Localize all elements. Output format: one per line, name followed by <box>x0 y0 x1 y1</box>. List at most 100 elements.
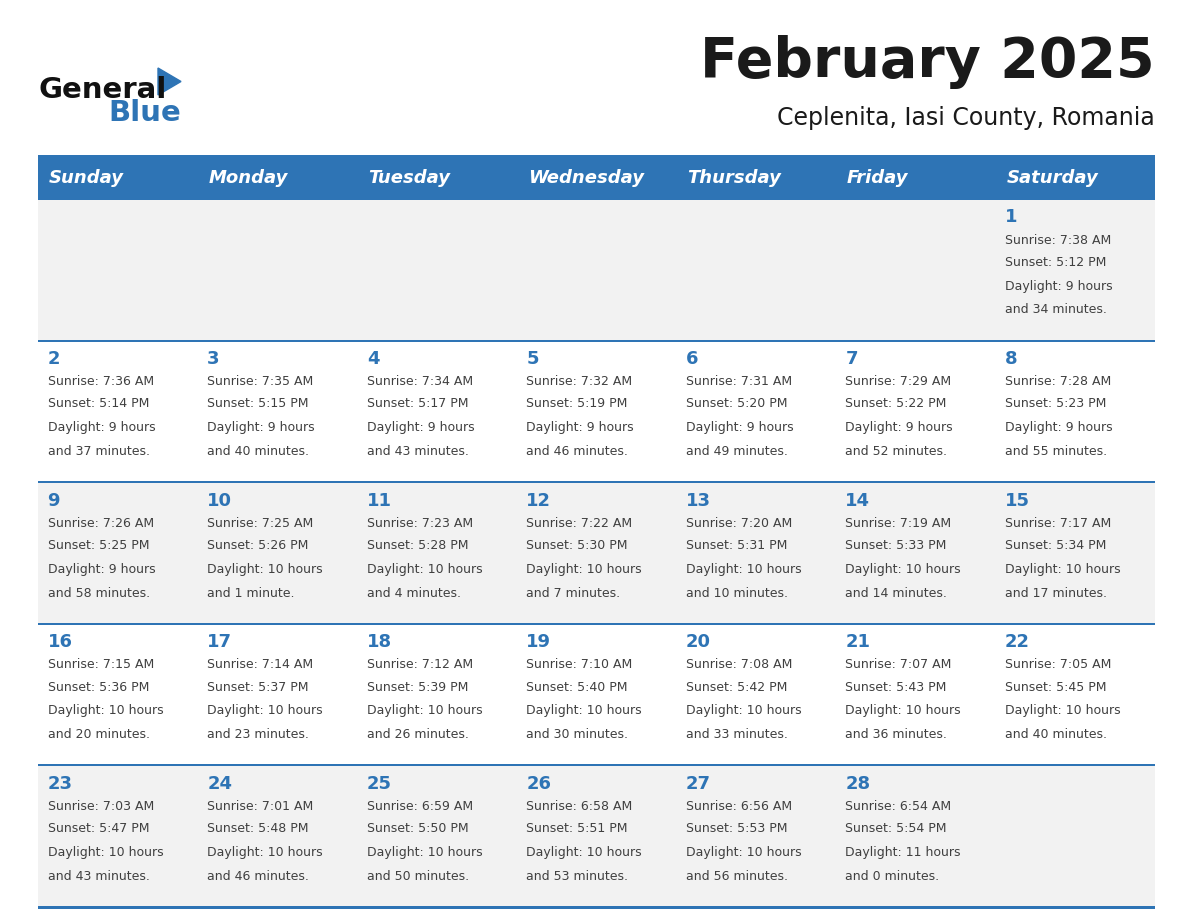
Text: and 46 minutes.: and 46 minutes. <box>526 445 628 458</box>
Text: Sunrise: 7:28 AM: Sunrise: 7:28 AM <box>1005 375 1111 388</box>
Text: Daylight: 9 hours: Daylight: 9 hours <box>1005 421 1113 434</box>
Text: Sunset: 5:17 PM: Sunset: 5:17 PM <box>367 397 468 410</box>
Text: 16: 16 <box>48 633 72 651</box>
Text: Daylight: 10 hours: Daylight: 10 hours <box>48 846 163 859</box>
Text: Daylight: 10 hours: Daylight: 10 hours <box>367 563 482 576</box>
Text: Sunrise: 7:35 AM: Sunrise: 7:35 AM <box>207 375 314 388</box>
Text: Sunset: 5:54 PM: Sunset: 5:54 PM <box>846 823 947 835</box>
Text: Sunrise: 7:14 AM: Sunrise: 7:14 AM <box>207 658 314 671</box>
Text: and 17 minutes.: and 17 minutes. <box>1005 587 1107 599</box>
Text: Sunset: 5:40 PM: Sunset: 5:40 PM <box>526 680 627 694</box>
Text: February 2025: February 2025 <box>701 35 1155 89</box>
Text: and 52 minutes.: and 52 minutes. <box>846 445 948 458</box>
Text: 1: 1 <box>1005 208 1017 227</box>
Text: Daylight: 10 hours: Daylight: 10 hours <box>526 704 642 717</box>
Text: Daylight: 9 hours: Daylight: 9 hours <box>48 421 156 434</box>
Text: 7: 7 <box>846 350 858 368</box>
Text: Sunrise: 7:20 AM: Sunrise: 7:20 AM <box>685 517 792 530</box>
Text: 13: 13 <box>685 491 710 509</box>
Text: Sunrise: 7:38 AM: Sunrise: 7:38 AM <box>1005 233 1111 247</box>
Text: Sunrise: 7:12 AM: Sunrise: 7:12 AM <box>367 658 473 671</box>
Text: Sunset: 5:30 PM: Sunset: 5:30 PM <box>526 539 627 552</box>
Text: Sunset: 5:51 PM: Sunset: 5:51 PM <box>526 823 627 835</box>
Text: Blue: Blue <box>108 99 181 127</box>
Text: and 40 minutes.: and 40 minutes. <box>1005 728 1107 741</box>
Text: and 46 minutes.: and 46 minutes. <box>207 869 309 883</box>
Text: Sunrise: 7:31 AM: Sunrise: 7:31 AM <box>685 375 792 388</box>
Text: and 49 minutes.: and 49 minutes. <box>685 445 788 458</box>
Text: Tuesday: Tuesday <box>368 169 450 187</box>
Text: Sunrise: 7:05 AM: Sunrise: 7:05 AM <box>1005 658 1112 671</box>
Text: Daylight: 10 hours: Daylight: 10 hours <box>367 846 482 859</box>
Text: 9: 9 <box>48 491 61 509</box>
Text: Daylight: 11 hours: Daylight: 11 hours <box>846 846 961 859</box>
Text: Sunset: 5:53 PM: Sunset: 5:53 PM <box>685 823 788 835</box>
Text: and 26 minutes.: and 26 minutes. <box>367 728 468 741</box>
Text: Daylight: 9 hours: Daylight: 9 hours <box>846 421 953 434</box>
Text: Sunrise: 7:36 AM: Sunrise: 7:36 AM <box>48 375 153 388</box>
Text: Sunset: 5:43 PM: Sunset: 5:43 PM <box>846 680 947 694</box>
Text: Sunset: 5:22 PM: Sunset: 5:22 PM <box>846 397 947 410</box>
Text: Daylight: 10 hours: Daylight: 10 hours <box>685 563 802 576</box>
Text: 2: 2 <box>48 350 61 368</box>
Text: Daylight: 9 hours: Daylight: 9 hours <box>685 421 794 434</box>
Text: 28: 28 <box>846 775 871 793</box>
Text: Sunset: 5:45 PM: Sunset: 5:45 PM <box>1005 680 1106 694</box>
Text: and 4 minutes.: and 4 minutes. <box>367 587 461 599</box>
Text: Sunset: 5:48 PM: Sunset: 5:48 PM <box>207 823 309 835</box>
Text: and 34 minutes.: and 34 minutes. <box>1005 303 1107 317</box>
Text: 27: 27 <box>685 775 710 793</box>
Text: Sunrise: 6:56 AM: Sunrise: 6:56 AM <box>685 800 792 813</box>
Text: Daylight: 10 hours: Daylight: 10 hours <box>685 846 802 859</box>
Text: Sunset: 5:50 PM: Sunset: 5:50 PM <box>367 823 468 835</box>
Text: Sunset: 5:19 PM: Sunset: 5:19 PM <box>526 397 627 410</box>
Text: Daylight: 10 hours: Daylight: 10 hours <box>526 846 642 859</box>
Text: Sunset: 5:39 PM: Sunset: 5:39 PM <box>367 680 468 694</box>
Text: 24: 24 <box>207 775 232 793</box>
Text: and 43 minutes.: and 43 minutes. <box>367 445 468 458</box>
Text: 11: 11 <box>367 491 392 509</box>
Text: Sunset: 5:34 PM: Sunset: 5:34 PM <box>1005 539 1106 552</box>
Text: and 55 minutes.: and 55 minutes. <box>1005 445 1107 458</box>
Text: 12: 12 <box>526 491 551 509</box>
Text: 25: 25 <box>367 775 392 793</box>
Text: Daylight: 9 hours: Daylight: 9 hours <box>1005 280 1113 293</box>
Text: and 14 minutes.: and 14 minutes. <box>846 587 947 599</box>
Text: Daylight: 10 hours: Daylight: 10 hours <box>48 704 163 717</box>
Text: Sunrise: 7:23 AM: Sunrise: 7:23 AM <box>367 517 473 530</box>
Text: Daylight: 10 hours: Daylight: 10 hours <box>367 704 482 717</box>
Text: and 58 minutes.: and 58 minutes. <box>48 587 150 599</box>
Text: 5: 5 <box>526 350 539 368</box>
Text: Sunset: 5:36 PM: Sunset: 5:36 PM <box>48 680 148 694</box>
Text: 15: 15 <box>1005 491 1030 509</box>
Text: Daylight: 9 hours: Daylight: 9 hours <box>207 421 315 434</box>
Text: Sunrise: 7:17 AM: Sunrise: 7:17 AM <box>1005 517 1111 530</box>
Text: Sunset: 5:15 PM: Sunset: 5:15 PM <box>207 397 309 410</box>
Text: General: General <box>38 76 166 104</box>
Text: Sunrise: 7:32 AM: Sunrise: 7:32 AM <box>526 375 632 388</box>
Text: Daylight: 10 hours: Daylight: 10 hours <box>846 563 961 576</box>
Text: Monday: Monday <box>209 169 289 187</box>
Text: and 43 minutes.: and 43 minutes. <box>48 869 150 883</box>
Text: and 37 minutes.: and 37 minutes. <box>48 445 150 458</box>
Text: Friday: Friday <box>847 169 909 187</box>
Text: and 23 minutes.: and 23 minutes. <box>207 728 309 741</box>
Text: and 56 minutes.: and 56 minutes. <box>685 869 788 883</box>
Text: Sunset: 5:12 PM: Sunset: 5:12 PM <box>1005 256 1106 269</box>
Text: Sunset: 5:20 PM: Sunset: 5:20 PM <box>685 397 788 410</box>
Text: and 1 minute.: and 1 minute. <box>207 587 295 599</box>
Text: 10: 10 <box>207 491 232 509</box>
Text: 17: 17 <box>207 633 232 651</box>
Text: Sunset: 5:28 PM: Sunset: 5:28 PM <box>367 539 468 552</box>
Text: Daylight: 10 hours: Daylight: 10 hours <box>1005 704 1120 717</box>
Text: Sunset: 5:14 PM: Sunset: 5:14 PM <box>48 397 148 410</box>
Text: Sunrise: 7:19 AM: Sunrise: 7:19 AM <box>846 517 952 530</box>
Text: and 40 minutes.: and 40 minutes. <box>207 445 309 458</box>
Text: Sunset: 5:31 PM: Sunset: 5:31 PM <box>685 539 788 552</box>
Text: and 33 minutes.: and 33 minutes. <box>685 728 788 741</box>
Text: and 36 minutes.: and 36 minutes. <box>846 728 947 741</box>
Text: Sunrise: 7:29 AM: Sunrise: 7:29 AM <box>846 375 952 388</box>
Text: Daylight: 9 hours: Daylight: 9 hours <box>367 421 474 434</box>
Text: Sunrise: 7:26 AM: Sunrise: 7:26 AM <box>48 517 153 530</box>
Text: Daylight: 9 hours: Daylight: 9 hours <box>48 563 156 576</box>
